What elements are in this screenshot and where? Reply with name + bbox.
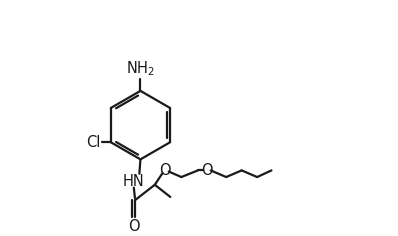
Text: HN: HN [123,174,145,189]
Text: NH$_2$: NH$_2$ [126,59,155,78]
Text: Cl: Cl [86,135,101,150]
Text: O: O [159,163,171,178]
Text: O: O [128,219,140,234]
Text: O: O [201,163,213,178]
